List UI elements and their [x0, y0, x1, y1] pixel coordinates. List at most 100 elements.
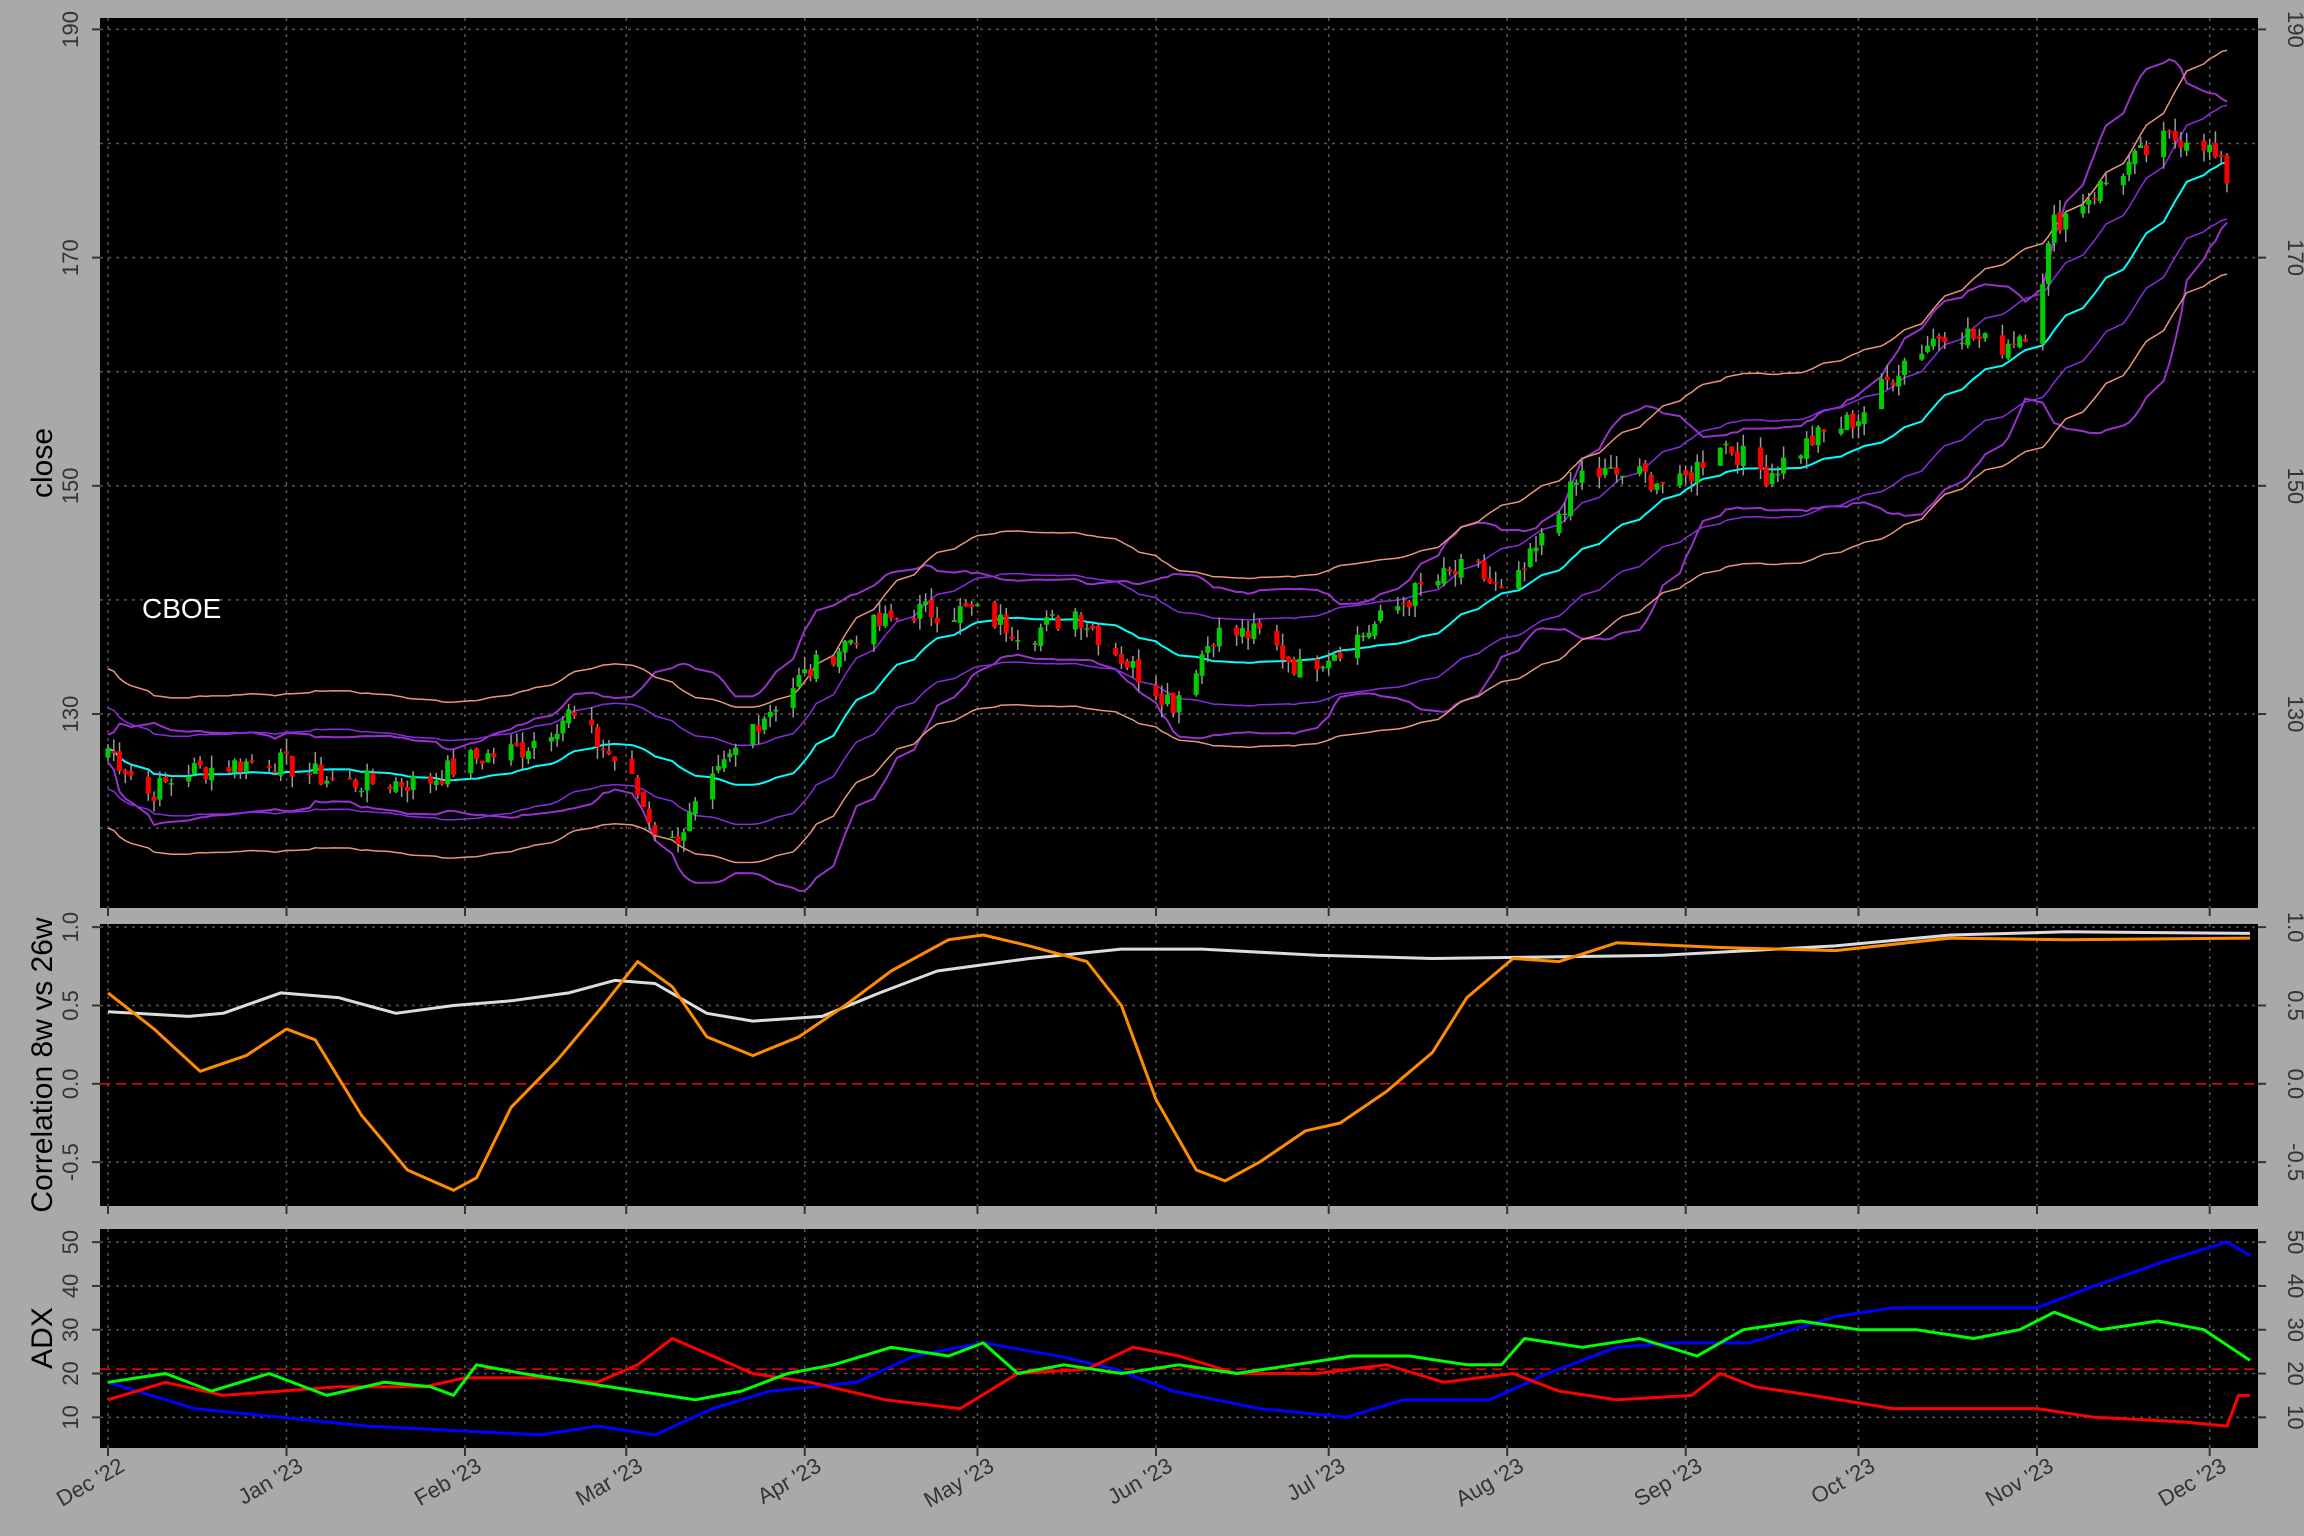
candle-body: [1412, 583, 1418, 606]
candle-body: [1763, 466, 1769, 487]
candle-body: [877, 612, 883, 627]
candle-down: [675, 827, 681, 853]
candle-body: [1902, 360, 1908, 376]
candle-body: [934, 617, 940, 624]
candle-body: [836, 651, 842, 668]
candle-up: [998, 604, 1003, 635]
candle-body: [117, 751, 123, 771]
candle-down: [514, 733, 520, 747]
candle-down: [1401, 596, 1407, 617]
candle-down: [831, 654, 837, 667]
candle-up: [1038, 623, 1044, 652]
candle-down: [1285, 656, 1291, 673]
candle-up: [1032, 640, 1038, 652]
candle-body: [2132, 150, 2138, 165]
candle-down: [606, 739, 612, 756]
candle-down: [1406, 599, 1412, 617]
candle-body: [404, 787, 410, 792]
candle-body: [1688, 472, 1694, 482]
candle-body: [761, 718, 767, 730]
candle-body: [1452, 571, 1458, 575]
correlation-series-line: [107, 933, 2251, 1192]
candle-body: [2022, 338, 2028, 342]
x-tick-label: Oct '23: [1807, 1453, 1879, 1509]
y-tick-label-right: 1.0: [2283, 912, 2304, 943]
candle-body: [2086, 199, 2092, 205]
candle-body: [1850, 413, 1856, 429]
candle-body: [1447, 569, 1453, 572]
candle-body: [1199, 654, 1205, 676]
candle-up: [2040, 273, 2046, 351]
candle-body: [191, 763, 197, 774]
candle-up: [1378, 604, 1384, 624]
adx-series-line: [107, 1310, 2251, 1402]
price-y-axis-label: close: [26, 428, 59, 498]
candle-body: [2138, 145, 2144, 148]
y-tick-label-left: 30: [58, 1317, 83, 1341]
x-tick-label: May '23: [919, 1453, 998, 1513]
candle-body: [1556, 513, 1562, 534]
candle-up: [727, 749, 733, 763]
candle-body: [1378, 610, 1384, 621]
candle-up: [1164, 682, 1170, 707]
candle-down: [928, 588, 934, 627]
candle-body: [1602, 468, 1608, 476]
candle-body: [1090, 625, 1096, 629]
candle-body: [243, 761, 249, 772]
candle-down: [284, 739, 289, 765]
candle-up: [681, 828, 687, 852]
correlation-panel: -0.5 -0.5 0.0 0.0 0.5 0.5 1.0 1.0 Correlation 8…: [26, 912, 2304, 1213]
candle-body: [554, 733, 560, 740]
candle-body: [1596, 467, 1602, 478]
candle-body: [318, 764, 324, 785]
candle-up: [1930, 328, 1936, 350]
candle-down: [1055, 615, 1061, 632]
candle-body: [1533, 547, 1539, 552]
candle-body: [1815, 427, 1821, 446]
candle-body: [1568, 481, 1574, 517]
candle-up: [1015, 629, 1021, 650]
candle-body: [439, 780, 445, 785]
candle-body: [151, 796, 157, 802]
candle-body: [105, 748, 111, 758]
candle-up: [1562, 502, 1568, 523]
candle-up: [364, 763, 370, 803]
candle-up: [721, 750, 727, 773]
candle-down: [427, 772, 433, 794]
candle-body: [831, 656, 837, 665]
candle-body: [203, 767, 209, 780]
candle-body: [2212, 142, 2218, 158]
candle-up: [842, 639, 848, 662]
candle-body: [871, 614, 877, 645]
candle-down: [1884, 365, 1890, 390]
candle-body: [1700, 462, 1706, 469]
candle-down: [491, 747, 497, 764]
candle-body: [1406, 601, 1412, 608]
candle-down: [1475, 558, 1481, 568]
candle-up: [1533, 536, 1539, 563]
candle-down: [450, 749, 456, 778]
candle-down: [1124, 658, 1130, 671]
candle-body: [1216, 627, 1222, 647]
candle-down: [249, 754, 255, 764]
candle-body: [1015, 640, 1021, 642]
candle-body: [1234, 627, 1240, 636]
candle-down: [1648, 471, 1654, 492]
candle-down: [2143, 140, 2149, 163]
candle-body: [514, 742, 520, 746]
candle-up: [813, 650, 819, 683]
candle-up: [324, 776, 330, 788]
candle-up: [750, 724, 756, 749]
candle-body: [1372, 624, 1378, 636]
candle-down: [2218, 150, 2224, 165]
candle-up: [957, 598, 963, 636]
candle-body: [687, 811, 693, 832]
candle-up: [2161, 121, 2167, 169]
candle-body: [1176, 695, 1182, 713]
candle-body: [145, 776, 151, 794]
candle-body: [445, 760, 451, 785]
candle-up: [796, 667, 802, 688]
adx-lines: [100, 1240, 2258, 1437]
candle-body: [353, 779, 359, 788]
candle-body: [756, 725, 762, 732]
